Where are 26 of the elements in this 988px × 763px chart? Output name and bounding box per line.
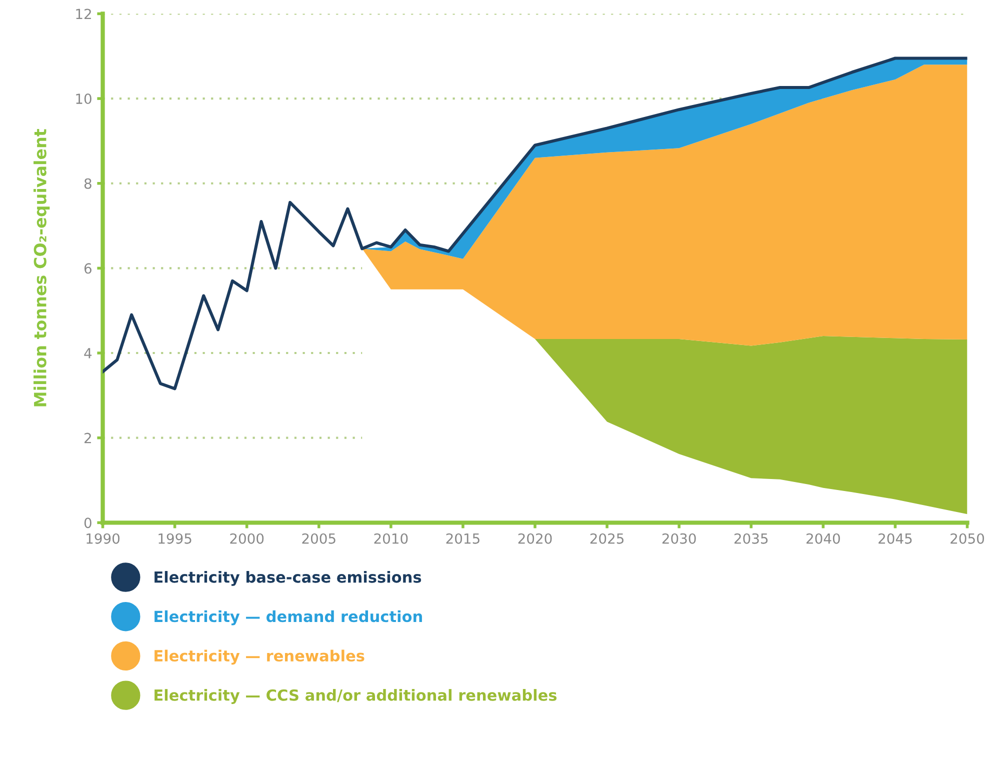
legend-label: Electricity — CCS and/or additional renewables <box>154 689 557 704</box>
x-tick-label: 2010 <box>374 533 408 544</box>
legend-label: Electricity base-case emissions <box>154 571 422 586</box>
legend-label: Electricity — demand reduction <box>154 610 422 626</box>
x-tick-label: 2025 <box>590 533 624 544</box>
y-tick-label: 8 <box>84 178 92 189</box>
x-tick-label: 2030 <box>662 533 696 544</box>
y-tick-label: 0 <box>84 518 92 528</box>
x-tick-label: 2005 <box>302 533 336 544</box>
x-tick-label: 2050 <box>950 533 984 544</box>
y-tick-label: 6 <box>84 263 92 274</box>
y-tick-label: 4 <box>84 348 92 358</box>
x-tick-label: 2015 <box>446 533 480 544</box>
x-tick-label: 2020 <box>518 533 552 544</box>
y-tick-label: 2 <box>84 432 91 444</box>
x-tick-label: 1995 <box>158 533 192 544</box>
x-tick-label: 2035 <box>734 533 768 544</box>
x-tick-label: 1990 <box>86 533 120 544</box>
y-tick-label: 10 <box>76 94 92 104</box>
x-tick-label: 2045 <box>878 533 912 544</box>
x-tick-label: 2040 <box>806 533 840 544</box>
x-tick-label: 2000 <box>230 533 264 544</box>
y-axis-title: Million tonnes CO₂-equivalent <box>34 129 50 406</box>
line-series <box>102 56 968 390</box>
legend-label: Electricity — renewables <box>154 650 364 665</box>
y-tick-label: 12 <box>76 8 91 20</box>
